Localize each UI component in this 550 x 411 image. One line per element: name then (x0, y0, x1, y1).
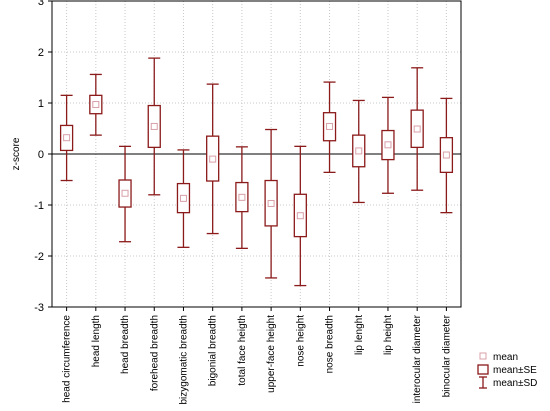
x-category-label: lip lenght (354, 315, 365, 355)
x-category-label: lip height (383, 315, 394, 355)
y-tick-label: -2 (34, 251, 44, 263)
box-group (439, 97, 454, 214)
data-layer (59, 57, 454, 287)
se-box (147, 104, 161, 149)
x-category-label: head length (91, 315, 102, 367)
legend-sd-marker (479, 376, 487, 389)
mean-marker (121, 189, 129, 197)
box-group (264, 128, 278, 279)
y-tick-label: 3 (38, 0, 44, 8)
mean-marker (209, 155, 217, 163)
box-group (118, 145, 132, 243)
se-box (235, 181, 249, 213)
mean-marker (179, 194, 187, 202)
x-category-label: head circumference (62, 315, 73, 403)
axis-layer: -3 -2 -1 0 1 2 3 head circumference head length h… (34, 0, 452, 405)
y-tick-label: -1 (34, 200, 44, 212)
se-box (206, 135, 220, 182)
mean-marker (92, 101, 100, 109)
legend-se-marker (477, 364, 489, 375)
box-group (89, 73, 103, 136)
box-group (59, 94, 74, 182)
se-box (89, 94, 103, 115)
legend: mean mean±SE mean±SD (477, 352, 537, 389)
se-box (439, 137, 454, 174)
mean-marker (355, 147, 363, 155)
box-group (176, 149, 191, 248)
x-category-label: upper-face height (266, 315, 277, 393)
se-box (176, 182, 191, 214)
legend-mean-marker (479, 352, 487, 360)
y-tick-label: 1 (38, 98, 44, 110)
se-box (410, 109, 424, 149)
x-category-label: head breadth (120, 315, 131, 374)
mean-marker (384, 141, 392, 149)
box-group (322, 81, 337, 174)
box-group (352, 99, 366, 204)
se-box (59, 124, 74, 152)
x-category-label: interocular diameter (412, 314, 423, 403)
y-axis-title: z-score (11, 137, 22, 170)
se-box (118, 179, 132, 208)
box-group (235, 146, 249, 250)
mean-marker (442, 151, 450, 159)
y-tick-label: -3 (34, 302, 44, 314)
x-category-label: nose breadth (325, 315, 336, 373)
se-box (352, 134, 366, 168)
mean-marker (296, 212, 304, 220)
se-box (322, 112, 337, 142)
x-category-label: forehead breadth (149, 315, 160, 391)
x-category-label: nose height (295, 315, 306, 367)
box-group (206, 83, 220, 235)
box-group (293, 145, 307, 287)
x-category-label: bigonial breadth (208, 315, 219, 386)
mean-marker (150, 122, 158, 130)
legend-mean-label: mean (493, 352, 518, 363)
x-category-label: binocular diameter (441, 314, 452, 397)
legend-se-label: mean±SE (493, 365, 537, 376)
se-box (293, 193, 307, 238)
box-group (410, 67, 424, 191)
se-box (381, 129, 395, 161)
mean-marker (326, 122, 334, 130)
x-category-label: total face heigth (237, 315, 248, 386)
legend-sd-label: mean±SD (493, 378, 537, 389)
mean-marker (413, 125, 421, 133)
y-tick-label: 0 (38, 149, 44, 161)
mean-marker (63, 134, 71, 142)
se-box (264, 179, 278, 227)
mean-marker (238, 193, 246, 201)
box-group (381, 96, 395, 194)
box-group (147, 57, 161, 196)
x-category-label: bizygomatic breadth (178, 315, 189, 405)
mean-marker (267, 199, 275, 207)
y-tick-label: 2 (38, 47, 44, 59)
